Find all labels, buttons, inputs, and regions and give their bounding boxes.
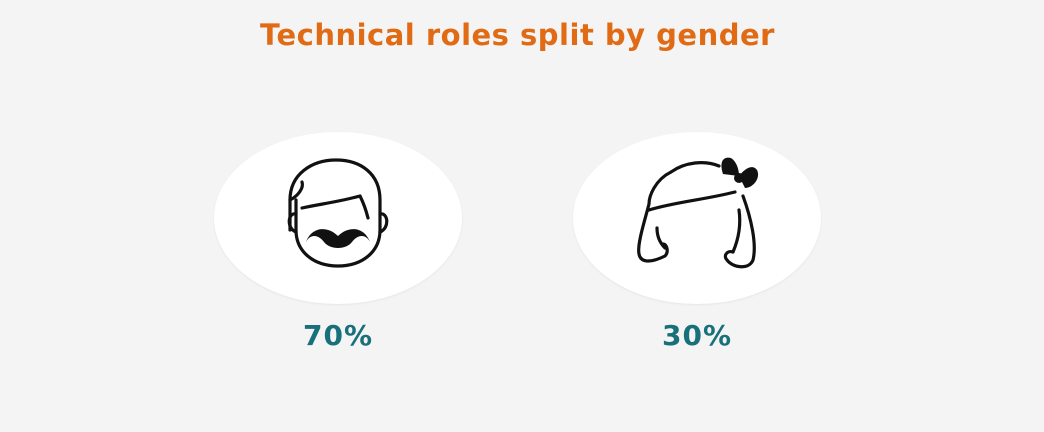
men-badge	[214, 132, 462, 304]
men-stat: 70%	[214, 132, 462, 352]
women-percentage: 30%	[661, 319, 733, 352]
man-with-mustache-icon	[287, 158, 389, 268]
women-stat: 30%	[573, 132, 821, 352]
women-badge	[573, 132, 821, 304]
chart-title: Technical roles split by gender	[260, 18, 775, 52]
woman-with-bow-icon	[637, 157, 759, 269]
men-percentage: 70%	[302, 319, 374, 352]
